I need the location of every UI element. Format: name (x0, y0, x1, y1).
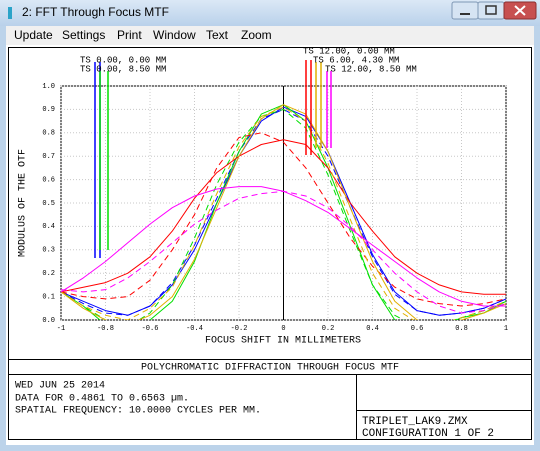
y-tick-label: 0.6 (42, 176, 55, 184)
y-tick-label: 0.1 (42, 293, 55, 301)
plot-border (8, 47, 532, 440)
y-tick-label: 0.4 (42, 223, 55, 231)
x-tick-label: -0.4 (186, 325, 203, 333)
menu-item[interactable]: Zoom (241, 28, 272, 42)
x-tick-label: -1 (57, 325, 65, 333)
file-name: TRIPLET_LAK9.ZMX (362, 416, 468, 428)
info-line: DATA FOR 0.4861 TO 0.6563 µm. (15, 394, 189, 405)
x-tick-label: 1 (504, 325, 508, 333)
menu-item[interactable]: Settings (62, 28, 105, 42)
through-focus-s (61, 108, 506, 316)
y-tick-label: 0.9 (42, 106, 55, 114)
maximize-button[interactable] (477, 1, 505, 20)
menu-item[interactable]: Window (153, 28, 196, 42)
legend-label: TS 12.00, 8.50 MM (325, 64, 417, 74)
x-tick-label: -0.6 (142, 325, 159, 333)
configuration: CONFIGURATION 1 OF 2 (362, 428, 494, 440)
y-tick-label: 0.5 (42, 200, 55, 208)
y-tick-label: 0.2 (42, 270, 55, 278)
info-line: WED JUN 25 2014 (15, 381, 105, 392)
x-tick-label: 0 (281, 325, 285, 333)
through-focus-s (61, 106, 506, 320)
menu-item[interactable]: Text (206, 28, 229, 42)
chart-title: POLYCHROMATIC DIFFRACTION THROUGH FOCUS … (141, 363, 399, 374)
menu-bar (6, 26, 534, 45)
y-tick-label: 0.7 (42, 153, 55, 161)
x-tick-label: -0.8 (97, 325, 114, 333)
y-tick-label: 1.0 (42, 83, 55, 91)
maximize-icon (485, 5, 497, 15)
x-tick-label: 0.6 (411, 325, 424, 333)
legend-label: TS 12.00, 0.00 MM (303, 46, 395, 56)
app-icon (8, 7, 12, 19)
x-tick-label: 0.2 (322, 325, 335, 333)
through-focus-t (61, 139, 506, 295)
through-focus-s (61, 108, 506, 320)
y-axis-label: MODULUS OF THE OTF (18, 149, 29, 257)
y-tick-label: 0.8 (42, 130, 55, 138)
legend-label: TS 0.00, 8.50 MM (80, 64, 166, 74)
x-tick-label: -0.2 (231, 325, 248, 333)
through-focus-s (61, 132, 506, 307)
window-title: 2: FFT Through Focus MTF (22, 5, 169, 19)
x-tick-label: 0.8 (455, 325, 468, 333)
x-axis-label: FOCUS SHIFT IN MILLIMETERS (205, 336, 361, 347)
through-focus-t (61, 104, 506, 320)
menu-item[interactable]: Update (14, 28, 53, 42)
legend-label: TS 0.00, 0.00 MM (80, 55, 166, 65)
y-tick-label: 0.3 (42, 247, 55, 255)
through-focus-s (61, 190, 506, 314)
close-icon (514, 5, 526, 16)
info-line: SPATIAL FREQUENCY: 10.0000 CYCLES PER MM… (15, 406, 261, 417)
legend-label: TS 6.00, 4.30 MM (313, 55, 399, 65)
y-tick-label: 0.0 (42, 317, 55, 325)
x-tick-label: 0.4 (366, 325, 379, 333)
title-bar (0, 0, 540, 26)
minimize-button[interactable] (451, 1, 479, 20)
plot-window (6, 45, 534, 445)
menu-item[interactable]: Print (117, 28, 142, 42)
